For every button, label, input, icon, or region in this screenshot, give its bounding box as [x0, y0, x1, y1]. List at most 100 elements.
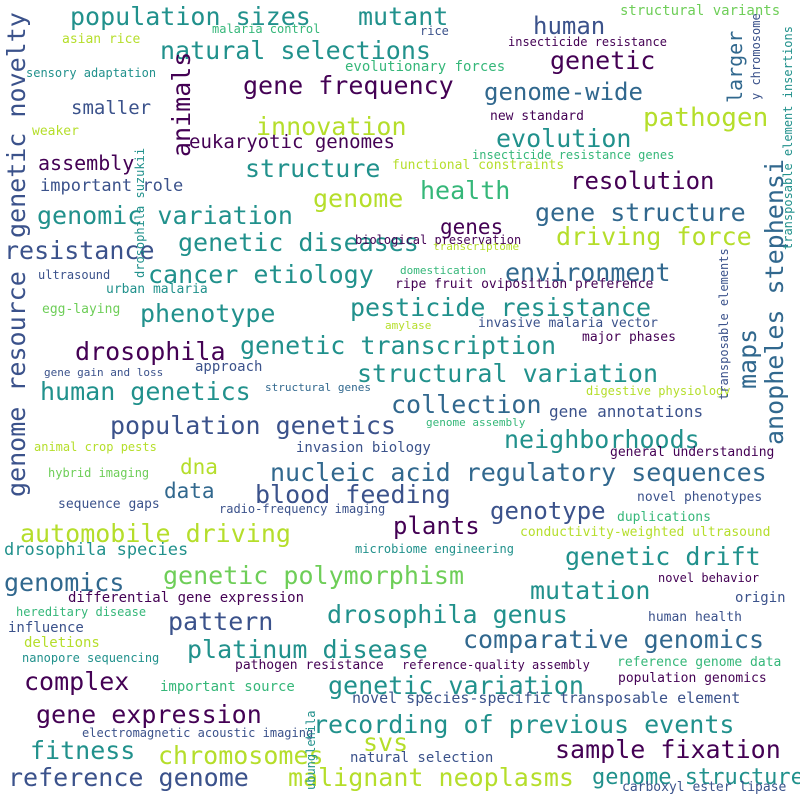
word: structural variants	[620, 3, 781, 19]
word: genome-wide	[484, 78, 643, 106]
word: cancer etiology	[148, 260, 374, 289]
word: genetic diseases	[178, 228, 419, 257]
word: gene structure	[535, 198, 746, 227]
word: genotype	[490, 497, 606, 525]
word: transcriptome	[433, 240, 520, 253]
word: genomic variation	[37, 201, 293, 230]
word: weaker	[32, 124, 79, 139]
vertical-word: transposable elements	[717, 248, 731, 400]
word: automobile driving	[20, 519, 291, 548]
word: structure	[245, 154, 381, 183]
word: genome assembly	[426, 416, 526, 429]
word: domestication	[400, 264, 487, 277]
word: insecticide resistance	[508, 35, 667, 49]
word: ultrasound	[38, 268, 111, 282]
vertical-word: y chromosome	[749, 13, 763, 100]
word: genetic variation	[328, 671, 584, 700]
word: sample fixation	[555, 735, 781, 764]
word: svs	[363, 728, 409, 757]
word: resistance	[4, 236, 155, 265]
word: drosophila	[75, 337, 226, 366]
word: animal crop pests	[34, 440, 157, 454]
word: structural genes	[265, 381, 371, 394]
word: microbiome engineering	[355, 542, 514, 556]
word: recording of previous events	[313, 710, 735, 739]
word: drosophila species	[4, 540, 189, 560]
word: environment	[505, 258, 671, 287]
word: health	[420, 176, 511, 205]
word: reference genome	[8, 763, 249, 792]
word: rice	[420, 24, 449, 38]
word: pesticide resistance	[350, 293, 652, 322]
word: resolution	[570, 167, 715, 195]
word: new standard	[490, 109, 584, 124]
word: novel phenotypes	[637, 490, 763, 505]
word: genetic polymorphism	[163, 561, 465, 590]
word: human genetics	[40, 377, 251, 406]
word: influence	[8, 620, 84, 636]
word: important role	[40, 176, 184, 196]
word: chromosomes	[158, 741, 324, 770]
word: deletions	[24, 635, 100, 651]
vertical-word: drosophila suzukii	[133, 147, 147, 278]
word: malaria control	[212, 22, 321, 36]
word: major phases	[582, 330, 676, 345]
word: duplications	[617, 510, 711, 525]
word: natural selections	[160, 36, 431, 65]
word: invasion biology	[296, 440, 431, 456]
word: nucleic acid regulatory sequences	[270, 458, 767, 487]
word: insecticide resistance genes	[472, 148, 675, 162]
vertical-word: transposable element insertions	[781, 26, 795, 250]
word: population genetics	[110, 411, 396, 440]
word: genetic drift	[565, 542, 761, 571]
vertical-word: ubunglehila	[304, 710, 318, 790]
word: pathogen	[643, 103, 769, 133]
word: hybrid imaging	[48, 466, 150, 480]
word: natural selection	[350, 750, 494, 766]
word: data	[164, 479, 215, 503]
word: dna	[180, 455, 218, 479]
word: plants	[393, 512, 480, 540]
word: ripe fruit oviposition preference	[395, 277, 654, 292]
word: blood feeding	[255, 480, 451, 509]
vertical-word: genome resource	[2, 271, 31, 497]
vertical-word: genetic novelty	[2, 12, 31, 238]
word: gene frequency	[243, 71, 454, 100]
word: assembly	[38, 151, 135, 175]
word: comparative genomics	[463, 625, 765, 654]
word: differential gene expression	[68, 590, 305, 606]
word: amylase	[385, 319, 432, 332]
word: novel species-specific transposable elem…	[352, 689, 741, 707]
word: carboxyl ester lipase	[622, 780, 787, 795]
word: population genomics	[618, 671, 767, 686]
vertical-word: larger	[723, 30, 747, 103]
word: structural variation	[357, 359, 659, 388]
word: drosophila genus	[327, 600, 568, 629]
word: eukaryotic genomes	[189, 131, 395, 153]
word: biological preservation	[355, 233, 522, 247]
word: novel behavior	[658, 571, 760, 585]
word: genome structure	[592, 765, 800, 790]
word: neighborhoods	[504, 425, 700, 454]
word: digestive physiology	[586, 384, 731, 398]
word: urban malaria	[106, 282, 208, 297]
word: genetic	[550, 46, 656, 75]
word: phenotype	[140, 299, 276, 328]
word: general understanding	[610, 445, 775, 460]
word: platinum disease	[187, 635, 428, 664]
word: human health	[648, 610, 742, 625]
word: genome	[313, 184, 404, 213]
word: collection	[391, 390, 542, 419]
word: sensory adaptation	[26, 66, 157, 80]
word: innovation	[256, 112, 407, 141]
word: nanopore sequencing	[22, 651, 160, 665]
word: driving force	[556, 222, 752, 251]
word: population sizes	[70, 2, 311, 31]
word: malignant neoplasms	[288, 763, 574, 792]
word: invasive malaria vector	[478, 316, 659, 331]
word: genes	[440, 215, 504, 239]
word: mutant	[358, 2, 449, 31]
word: important source	[160, 679, 295, 695]
vertical-word: maps	[733, 328, 762, 389]
